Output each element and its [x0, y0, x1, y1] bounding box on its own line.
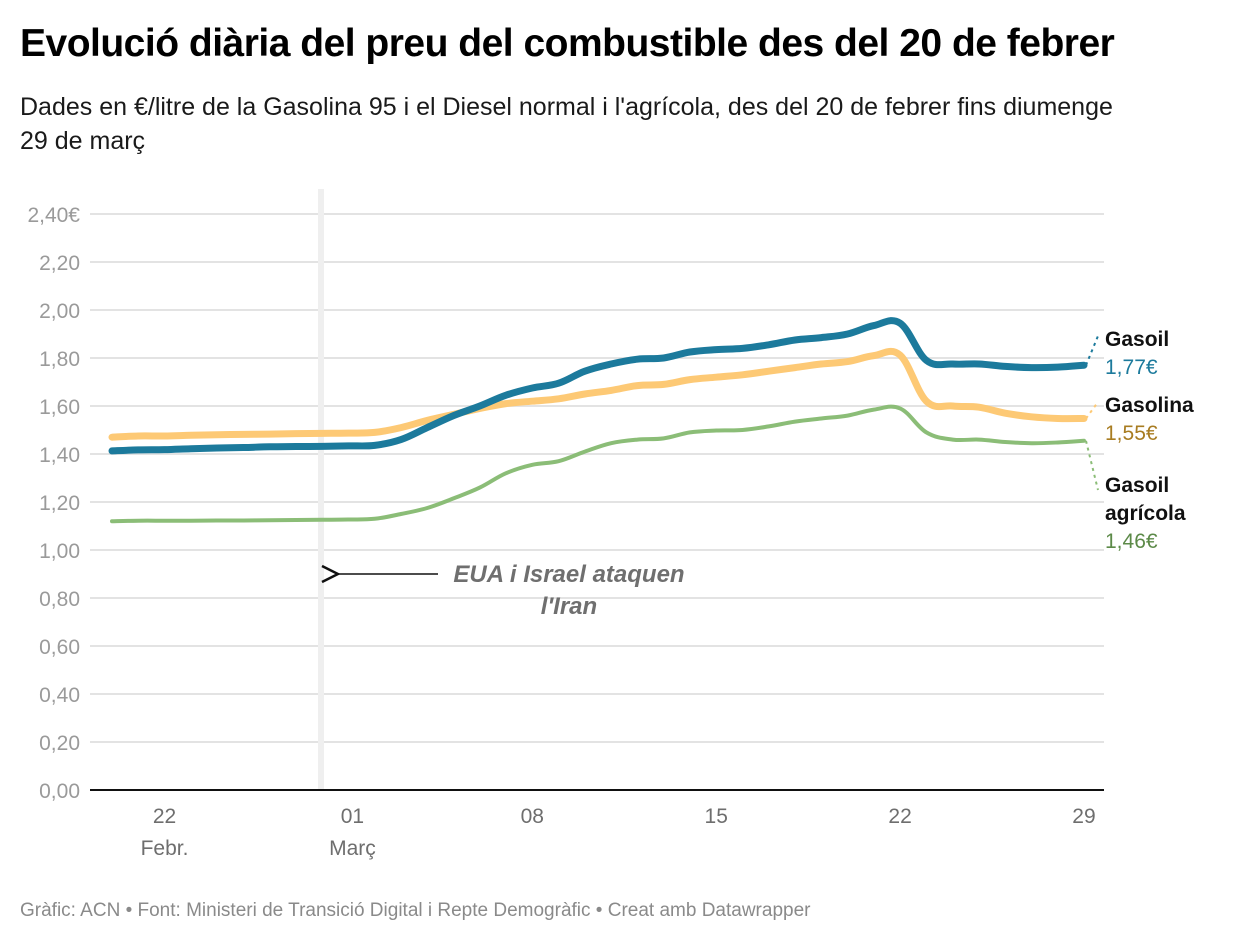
series-labels: Gasolina 1,55€ Gasoil 1,77€ Gasoil agrícola 1,… — [1085, 328, 1194, 553]
event-highlight-line — [318, 189, 324, 790]
series-label-name: Gasoil — [1105, 474, 1169, 497]
x-tick-label: 22 — [888, 805, 911, 828]
series-label-name: Gasolina — [1105, 394, 1194, 417]
y-tick-label: 1,00 — [39, 540, 80, 563]
annotation-text: l'Iran — [541, 593, 597, 620]
series-label-value: 1,46€ — [1105, 530, 1158, 553]
footer-credits: Gràfic: ACN • Font: Ministeri de Transic… — [20, 900, 811, 921]
series-line-gasolina — [108, 347, 1088, 441]
gridlines — [90, 213, 1104, 743]
y-tick-label: 0,20 — [39, 732, 80, 755]
y-tick-label: 2,40€ — [27, 204, 80, 227]
y-tick-label: 0,00 — [39, 780, 80, 803]
series-line-gasoil-agricola — [110, 404, 1086, 524]
y-tick-label: 1,20 — [39, 492, 80, 515]
x-tick-label: 08 — [521, 805, 544, 828]
y-tick-label: 0,60 — [39, 636, 80, 659]
x-tick-sublabel: Febr. — [141, 837, 189, 860]
series-label-value: 1,77€ — [1105, 356, 1158, 379]
series-lines — [108, 317, 1088, 524]
y-tick-label: 2,00 — [39, 300, 80, 323]
label-connector — [1085, 440, 1099, 491]
label-connector — [1085, 335, 1099, 366]
x-tick-sublabel: Març — [329, 837, 376, 860]
y-axis-ticks: 0,00 0,20 0,40 0,60 0,80 1,00 1,20 1,40 1,60 1,80… — [27, 204, 80, 803]
y-tick-label: 0,40 — [39, 684, 80, 707]
series-line-gasoil — [108, 317, 1088, 455]
x-tick-label: 22 — [153, 805, 176, 828]
x-tick-label: 29 — [1072, 805, 1095, 828]
x-tick-label: 15 — [705, 805, 728, 828]
y-tick-label: 0,80 — [39, 588, 80, 611]
x-axis-ticks: 22 Febr. 01 Març 08 15 22 29 — [141, 805, 1096, 860]
series-label-name: agrícola — [1105, 502, 1186, 525]
y-tick-label: 1,40 — [39, 444, 80, 467]
y-tick-label: 2,20 — [39, 252, 80, 275]
y-tick-label: 1,80 — [39, 348, 80, 371]
x-tick-label: 01 — [341, 805, 364, 828]
annotation-text: EUA i Israel ataquen — [453, 561, 684, 588]
series-label-name: Gasoil — [1105, 328, 1169, 351]
chart-subtitle: Dades en €/litre de la Gasolina 95 i el … — [20, 93, 1113, 155]
chart-title: Evolució diària del preu del combustible… — [20, 22, 1115, 65]
label-connector — [1085, 401, 1099, 420]
series-label-value: 1,55€ — [1105, 422, 1158, 445]
annotation: EUA i Israel ataquen l'Iran — [338, 561, 685, 620]
highlight-band — [318, 189, 324, 790]
y-tick-label: 1,60 — [39, 396, 80, 419]
